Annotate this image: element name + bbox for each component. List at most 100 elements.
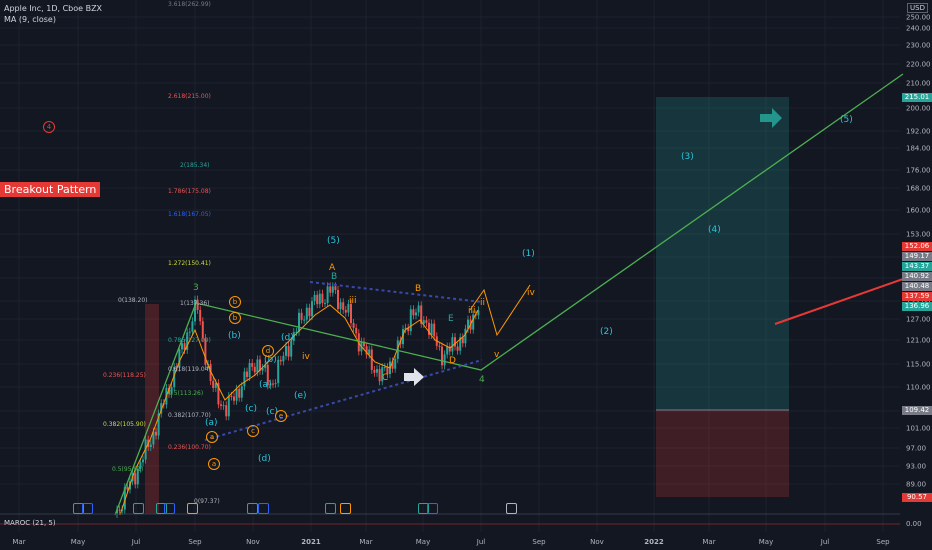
candle-body — [248, 363, 251, 377]
price-tag: 149.17 — [902, 252, 932, 261]
earnings-event-icon[interactable] — [73, 503, 84, 514]
time-tick-label: Mar — [12, 538, 25, 546]
price-tag: 215.01 — [902, 93, 932, 102]
candle-body — [422, 320, 425, 324]
earnings-event-icon[interactable] — [340, 503, 351, 514]
ma-indicator-label[interactable]: MA (9, close) — [4, 15, 56, 24]
candle-body — [196, 299, 199, 310]
price-tag: 152.06 — [902, 242, 932, 251]
candle-body — [409, 309, 412, 332]
wave-label: (b) — [264, 355, 277, 365]
arrow-icon-teal — [760, 108, 782, 128]
candle-body — [347, 303, 350, 313]
candle-body — [443, 354, 446, 366]
time-tick-label: May — [416, 538, 430, 546]
price-tick-label: 176.00 — [906, 167, 931, 175]
wave-label: (c) — [266, 407, 278, 417]
wave-label: E — [448, 314, 454, 324]
candle-body — [368, 349, 371, 355]
price-tick-label: 168.00 — [906, 185, 931, 193]
candle-body — [282, 355, 285, 362]
price-tick-label: 250.00 — [906, 14, 931, 22]
candle-body — [220, 404, 222, 406]
candle-body — [370, 349, 373, 370]
fib-level-label: 0.786(127.09) — [168, 337, 211, 344]
candle-body — [253, 366, 256, 373]
fib-level-label: 2(185.34) — [180, 162, 210, 169]
candle-body — [199, 309, 202, 322]
earnings-event-icon[interactable] — [187, 503, 198, 514]
price-tick-label: 101.00 — [906, 425, 931, 433]
price-tick-label: 93.00 — [906, 463, 926, 471]
candle-body — [316, 294, 319, 305]
candle-body — [430, 323, 433, 335]
candle-body — [277, 359, 280, 384]
candle-body — [266, 364, 269, 386]
time-tick-label: Jul — [131, 538, 141, 546]
candle-body — [181, 343, 183, 350]
candle-body — [233, 396, 235, 401]
wave-label: ii — [480, 298, 486, 308]
candle-body — [477, 310, 480, 316]
fib-level-label: 0(97.37) — [194, 498, 220, 505]
price-axis: 250.00 240.00 230.00 220.00 210.00 200.00 192.… — [906, 14, 931, 529]
earnings-event-icon[interactable] — [418, 503, 429, 514]
candle-body — [214, 383, 217, 388]
candle-body — [149, 444, 152, 448]
fib-level-label: 1(137.36) — [180, 300, 210, 307]
candle-body — [365, 346, 368, 355]
candle-body — [326, 286, 329, 303]
earnings-event-icon[interactable] — [156, 503, 167, 514]
arrow-icon-right — [404, 368, 424, 386]
oscillator-label[interactable]: MAROC (21, 5) — [4, 519, 56, 527]
price-tag: 90.57 — [902, 493, 932, 502]
fib-level-label: 0.618(119.04) — [168, 366, 211, 373]
candle-body — [378, 369, 381, 382]
candle-body — [290, 340, 293, 357]
circled-wave-label: e — [275, 410, 287, 422]
candle-body — [383, 367, 386, 369]
grid — [0, 0, 900, 532]
fib-level-label: 2.618(215.00) — [168, 93, 211, 100]
wave-label: (2) — [600, 327, 613, 337]
time-tick-label: Jul — [476, 538, 486, 546]
circled-wave-label: a — [206, 431, 218, 443]
candle-body — [417, 305, 420, 313]
candle-body — [243, 371, 246, 387]
red-trend-line — [774, 278, 904, 325]
candle-body — [212, 380, 215, 388]
earnings-event-icon[interactable] — [133, 503, 144, 514]
wave-label: C — [382, 373, 389, 383]
price-tick-label: 115.00 — [906, 361, 931, 369]
candle-body — [298, 312, 300, 332]
candle-body — [152, 431, 155, 445]
earnings-event-icon[interactable] — [247, 503, 258, 514]
candle-body — [256, 359, 259, 373]
symbol-title[interactable]: Apple Inc, 1D, Cboe BZX — [4, 4, 103, 13]
candle-body — [178, 349, 181, 368]
candle-body — [251, 363, 254, 367]
price-tick-label: 200.00 — [906, 105, 931, 113]
fib-level-label: 1.272(150.41) — [168, 260, 211, 267]
time-tick-label: Nov — [246, 538, 260, 546]
earnings-event-icon[interactable] — [427, 503, 438, 514]
earnings-event-icon[interactable] — [325, 503, 336, 514]
candle-body — [287, 346, 290, 357]
currency-badge[interactable]: USD — [907, 3, 928, 13]
earnings-event-icon[interactable] — [82, 503, 93, 514]
time-axis: Mar May Jul Sep Nov 2021 Mar May Jul Sep Nov 2022 Ma… — [12, 538, 890, 546]
candle-body — [461, 337, 464, 344]
earnings-event-icon[interactable] — [258, 503, 269, 514]
price-tick-label: 210.00 — [906, 80, 931, 88]
price-tick-label: 160.00 — [906, 207, 931, 215]
candle-body — [209, 364, 212, 381]
candle-body — [279, 359, 282, 362]
candle-body — [331, 286, 334, 293]
candle-body — [194, 299, 196, 322]
price-tick-label: 133.00 — [906, 298, 931, 306]
price-tag: 140.92 — [902, 272, 932, 281]
earnings-event-icon[interactable] — [506, 503, 517, 514]
candle-body — [285, 346, 287, 356]
wave-label: 3 — [193, 283, 199, 293]
earnings-event-icon[interactable] — [164, 503, 175, 514]
